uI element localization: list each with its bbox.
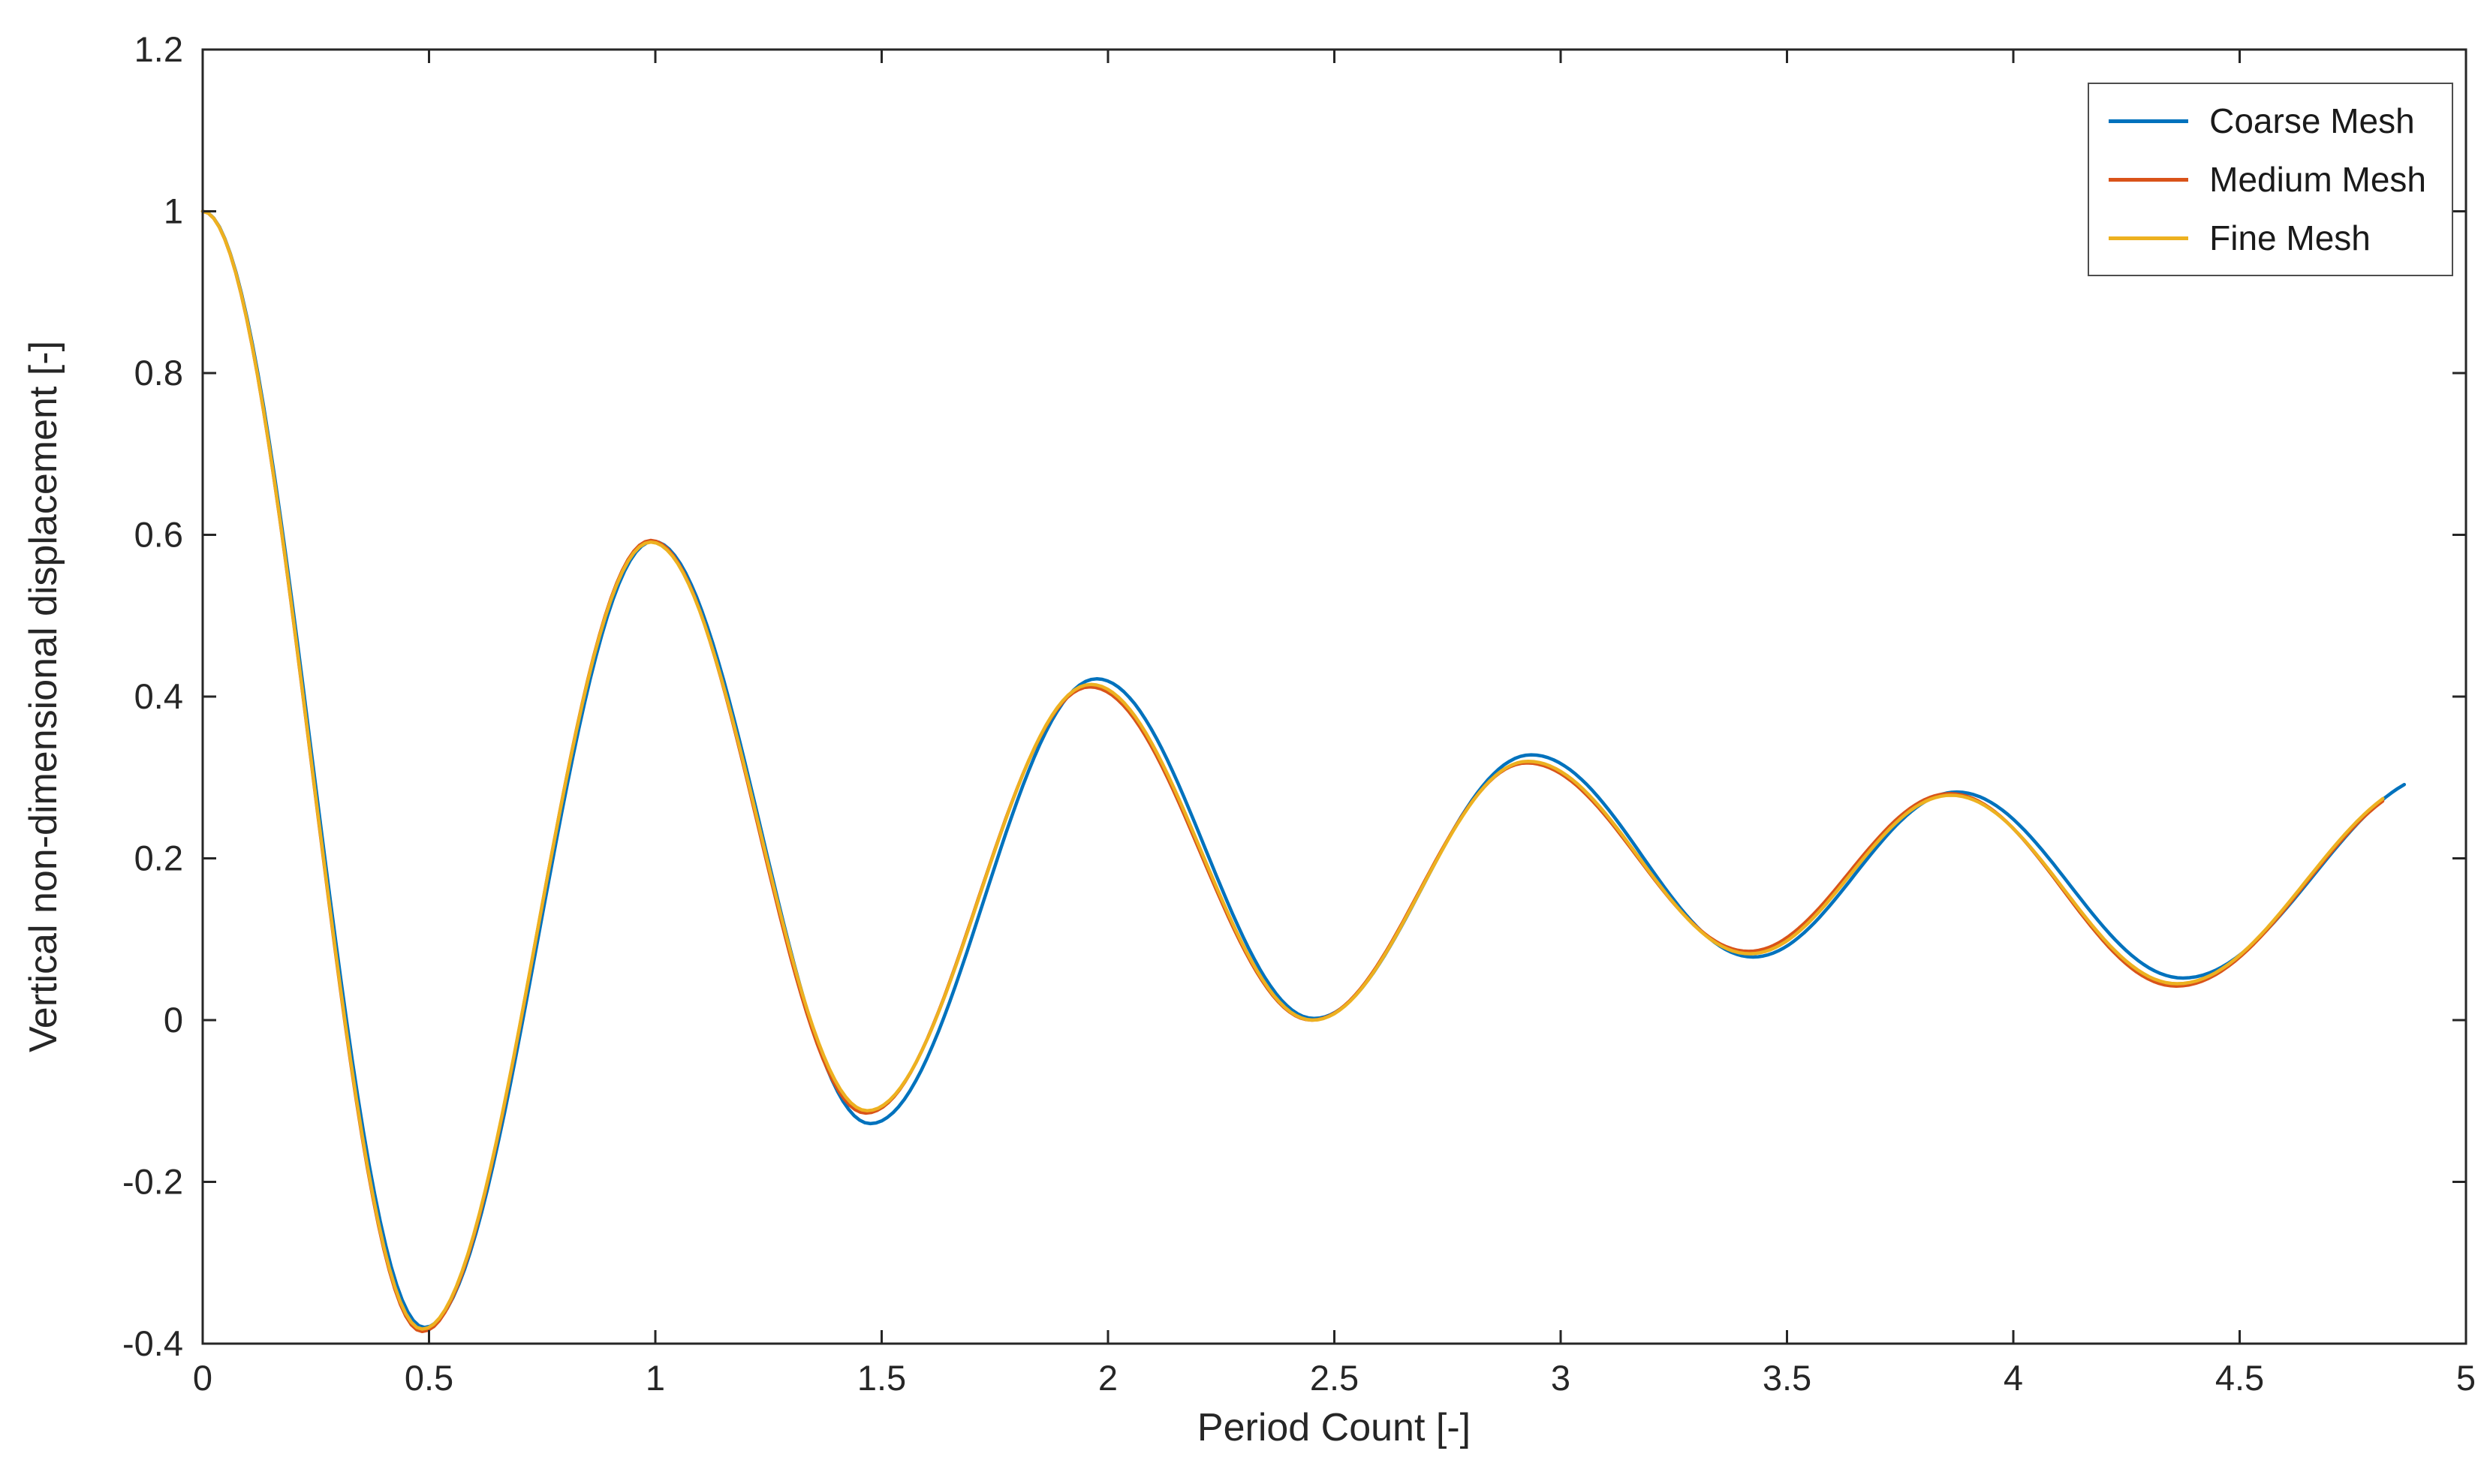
x-tick-label: 3.5 [1763,1358,1811,1398]
series-line-fine-mesh [200,209,2385,1331]
legend-label: Coarse Mesh [2209,101,2415,140]
legend-line-sample [2109,177,2189,182]
legend: Coarse Mesh Medium Mesh Fine Mesh [2088,83,2453,276]
legend-label: Medium Mesh [2209,160,2426,199]
x-tick-label: 4 [2004,1358,2023,1398]
legend-entry: Fine Mesh [2109,218,2426,258]
x-tick-label: 2 [1098,1358,1118,1398]
y-tick-label: -0.2 [122,1162,183,1202]
x-tick-label: 1.5 [857,1358,906,1398]
x-tick-label: 0.5 [405,1358,453,1398]
y-tick-label: 0.6 [134,515,183,555]
legend-entry: Coarse Mesh [2109,101,2426,141]
y-tick-label: 0.2 [134,838,183,878]
y-tick-label: -0.4 [122,1323,183,1363]
x-tick-label: 2.5 [1310,1358,1359,1398]
x-axis-label: Period Count [-] [1197,1406,1471,1449]
x-tick-label: 3 [1551,1358,1570,1398]
legend-line-sample [2109,236,2189,240]
y-tick-label: 1.2 [134,29,183,69]
y-tick-label: 1 [164,191,183,231]
legend-entry: Medium Mesh [2109,159,2426,200]
x-tick-label: 1 [646,1358,665,1398]
x-tick-label: 0 [193,1358,212,1398]
x-tick-label: 5 [2456,1358,2476,1398]
legend-line-sample [2109,119,2189,123]
legend-label: Fine Mesh [2209,218,2371,257]
y-axis-label: Vertical non-dimensional displacement [-… [22,340,65,1053]
series-line-coarse-mesh [200,209,2407,1329]
x-tick-label: 4.5 [2215,1358,2264,1398]
y-tick-label: 0.8 [134,353,183,393]
y-tick-label: 0 [164,1000,183,1040]
y-tick-label: 0.4 [134,676,183,716]
